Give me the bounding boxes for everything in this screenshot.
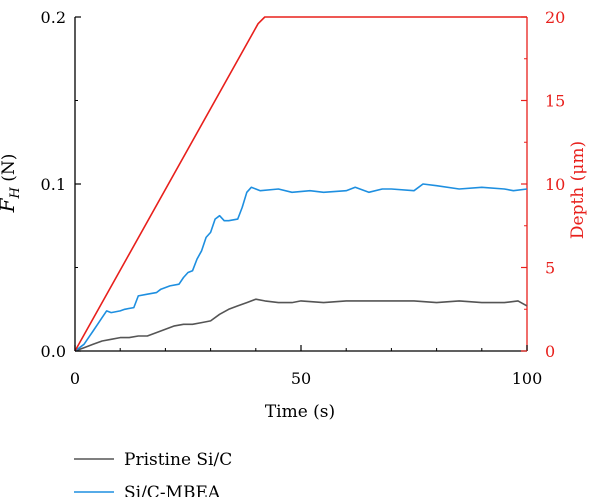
y-right-tick-label: 15 [545, 92, 565, 111]
x-tick-label: 100 [512, 369, 543, 388]
y-right-tick-label: 20 [545, 8, 565, 27]
y-left-unit: (N) [0, 154, 19, 188]
y-axis-left-label: FH (N) [0, 154, 23, 214]
legend-label: Pristine Si/C [124, 450, 232, 470]
y-left-symbol: F [0, 197, 19, 213]
y-right-tick-label: 5 [545, 259, 555, 278]
series-line-mbea [74, 183, 528, 352]
x-axis-label: Time (s) [265, 402, 335, 422]
y-axis-right-label: Depth (μm) [568, 141, 588, 239]
legend: Pristine Si/C Si/C-MBEA [74, 450, 232, 497]
y-left-tick-label: 0.0 [41, 342, 66, 361]
y-left-subscript: H [8, 187, 23, 200]
y-right-tick-label: 10 [545, 175, 565, 194]
labels-layer: Time (s) FH (N) Depth (μm) [0, 141, 588, 422]
series-line-depth [74, 16, 527, 352]
ticks-layer: 0 50 100 0.0 0.1 0.2 0 5 10 15 20 [41, 8, 566, 388]
y-right-tick-label: 0 [545, 342, 555, 361]
svg-text:FH (N): FH (N) [0, 154, 23, 214]
legend-label: Si/C-MBEA [124, 483, 221, 497]
x-tick-label: 0 [70, 369, 80, 388]
x-tick-label: 50 [291, 369, 311, 388]
y-left-tick-label: 0.1 [41, 175, 66, 194]
y-left-tick-label: 0.2 [41, 8, 66, 27]
series-layer [74, 16, 528, 352]
series-line-pristine [74, 298, 528, 352]
